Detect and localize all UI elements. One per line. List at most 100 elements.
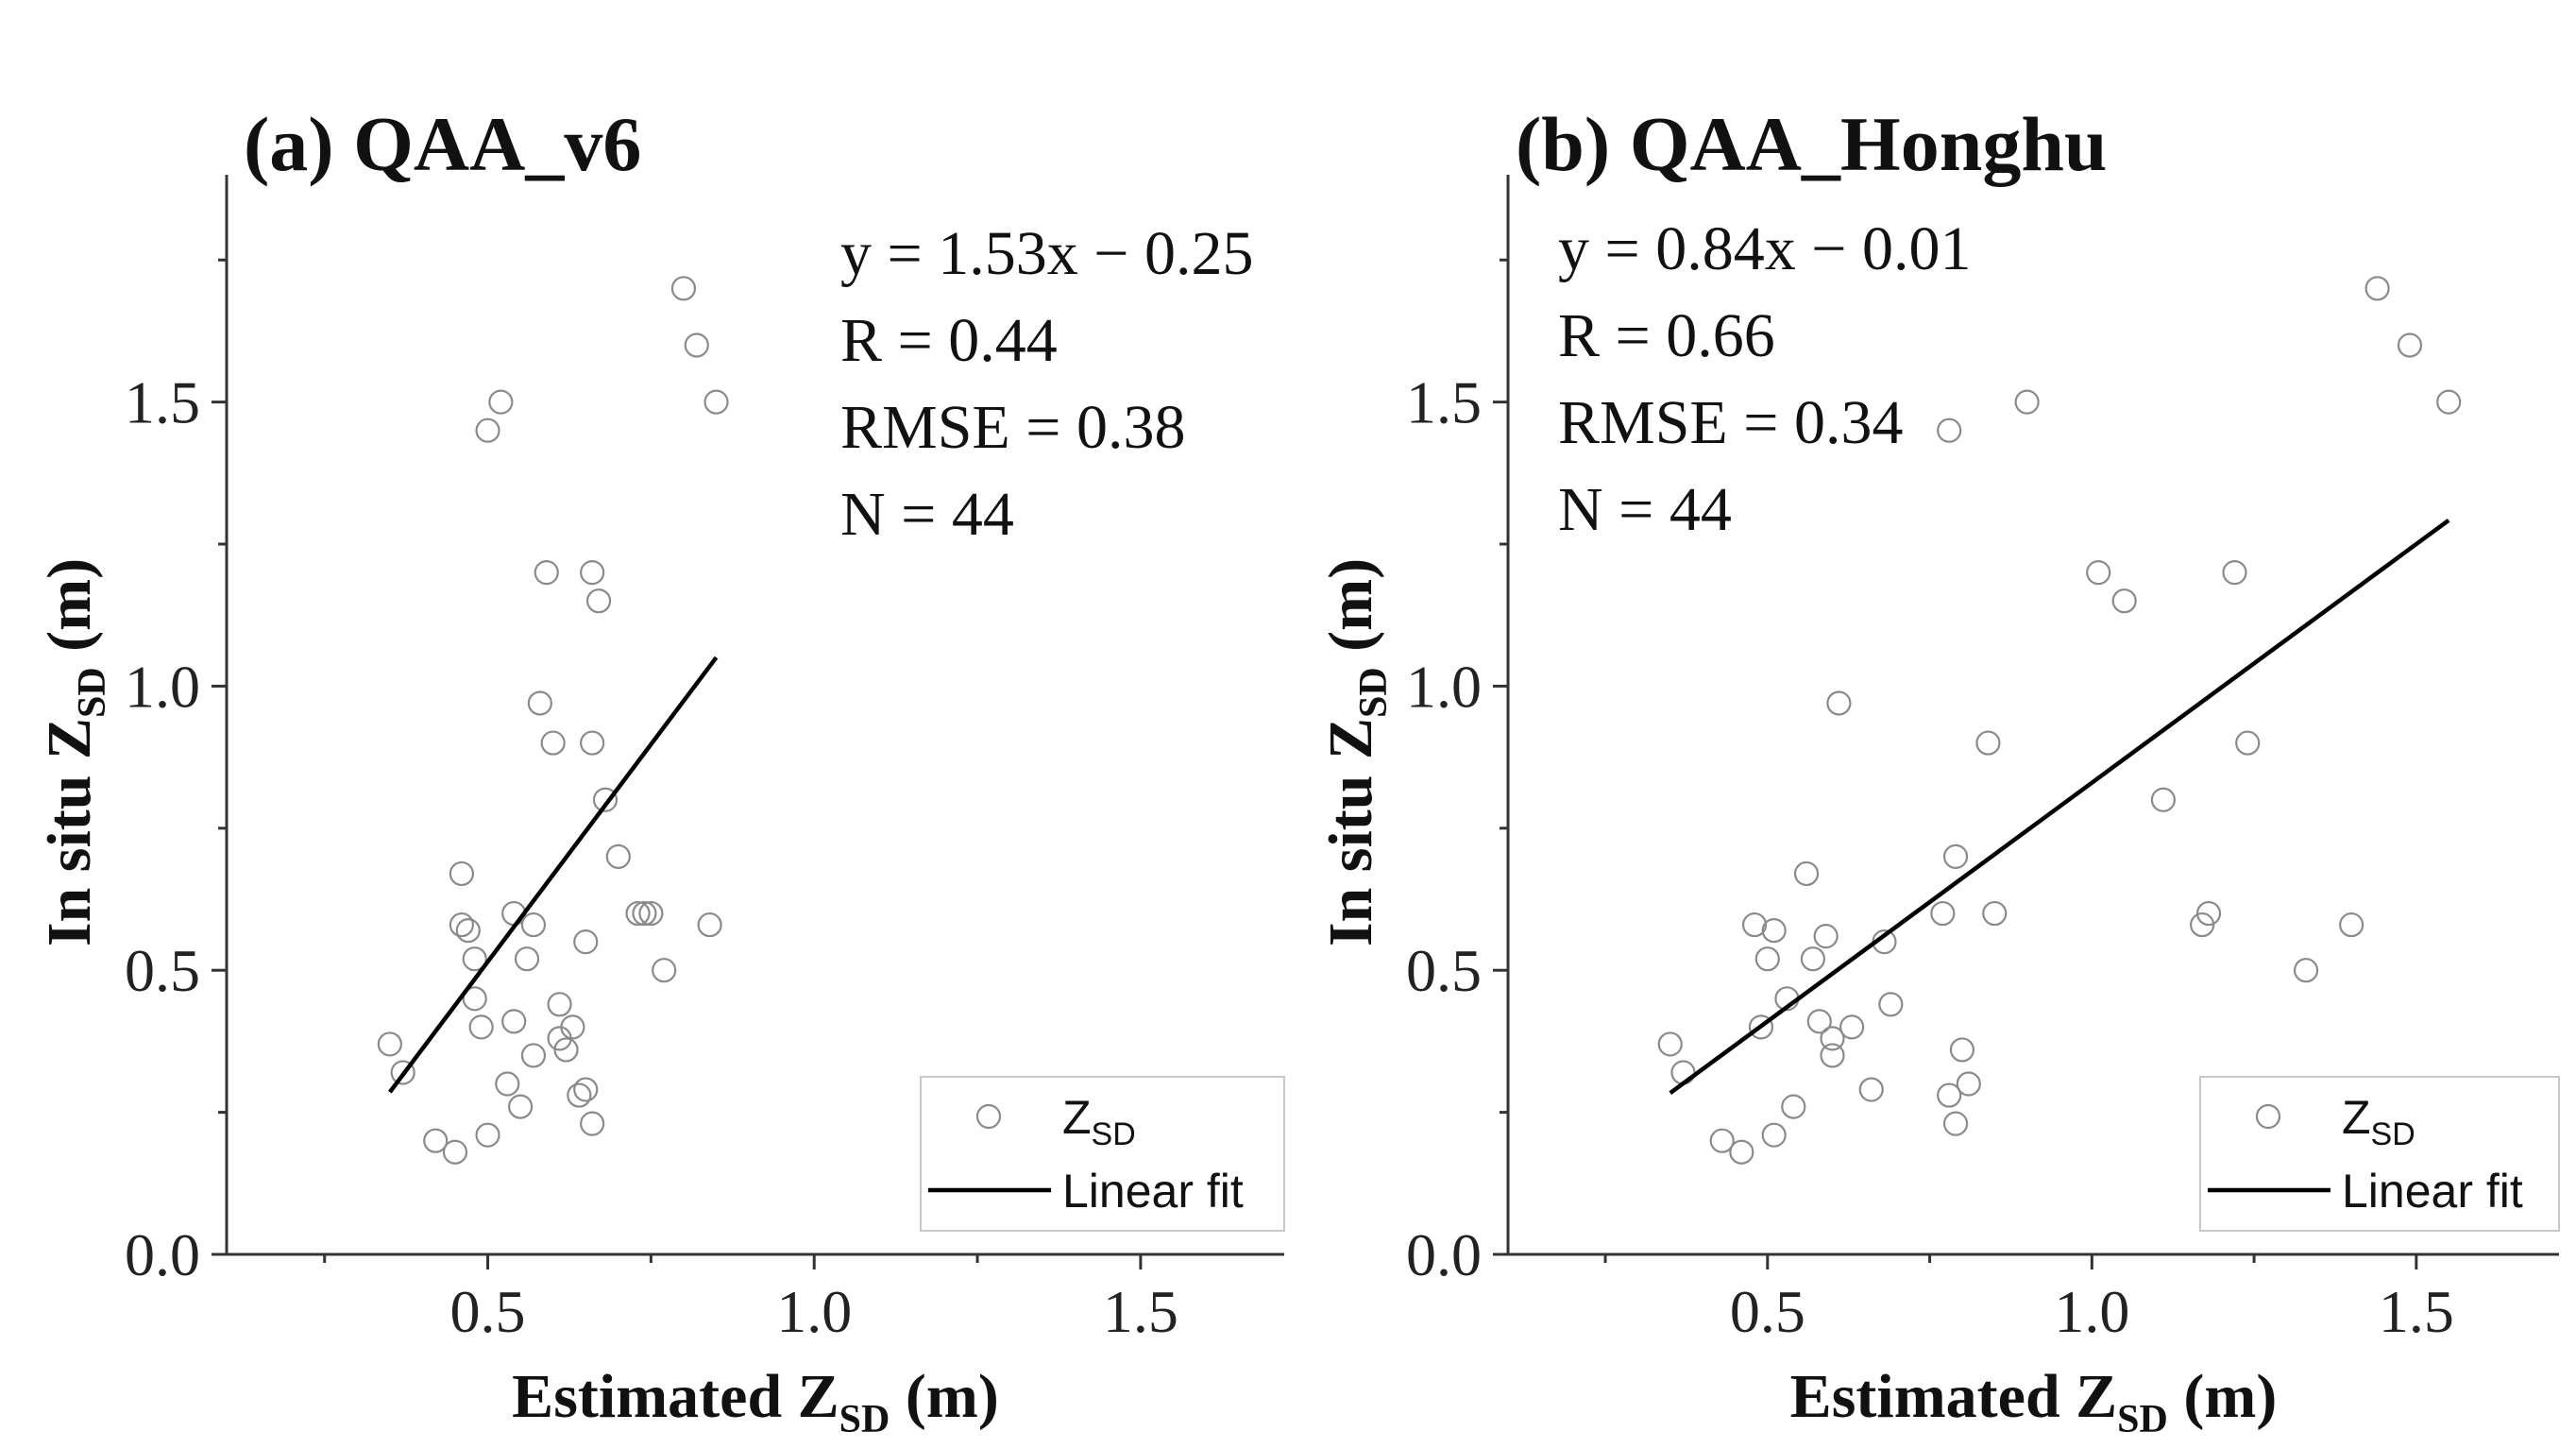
data-point — [2086, 560, 2111, 586]
data-point — [455, 917, 481, 944]
data-point — [2339, 911, 2364, 938]
data-point — [1761, 917, 1787, 944]
y-tick-label: 1.0 — [125, 653, 200, 720]
data-point — [1858, 1077, 1884, 1102]
data-point — [423, 1128, 449, 1153]
legend: ZSD Linear fit — [920, 1076, 1285, 1232]
data-point — [514, 946, 540, 972]
data-point — [2150, 787, 2177, 812]
data-point — [553, 1037, 579, 1063]
data-point — [1729, 1139, 1754, 1165]
data-point — [1975, 730, 2001, 756]
panel-b: (b) QAA_Honghu 0.0 0.5 1.0 1.5 0.5 1.0 1.5 Estim… — [1316, 101, 2560, 1441]
data-point — [2222, 560, 2247, 586]
legend: ZSD Linear fit — [2199, 1076, 2560, 1232]
legend-line-label: Linear fit — [2342, 1165, 2523, 1218]
data-point — [2364, 276, 2390, 301]
data-point — [1982, 900, 2008, 927]
panel-a: (a) QAA_v6 0.0 0.5 1.0 1.5 0.5 1.0 1.5 Estimated… — [35, 101, 1285, 1441]
x-tick-label: 1.0 — [776, 1278, 852, 1345]
data-point — [495, 1071, 520, 1097]
data-point — [1793, 860, 1820, 887]
y-tick-label: 1.5 — [1406, 369, 1482, 436]
x-tick-label: 0.5 — [450, 1278, 526, 1345]
data-point — [703, 389, 729, 415]
y-tick-label: 0.5 — [1406, 937, 1482, 1004]
data-point — [560, 1014, 585, 1040]
y-tick-label: 1.0 — [1406, 653, 1482, 720]
stats-text: RMSE = 0.34 — [1558, 388, 1903, 457]
x-tick-label: 1.5 — [1103, 1278, 1178, 1345]
data-point — [1942, 843, 1969, 869]
data-point — [1781, 1094, 1806, 1119]
data-point — [580, 560, 605, 586]
y-tick-label: 0.0 — [125, 1221, 200, 1288]
data-point — [468, 1014, 494, 1040]
data-point — [605, 843, 631, 869]
data-point — [670, 276, 697, 301]
legend-box — [920, 1076, 1285, 1232]
x-tick-label: 1.5 — [2379, 1278, 2454, 1345]
x-tick-label: 1.0 — [2054, 1278, 2129, 1345]
data-point — [508, 1094, 534, 1119]
linear-fit-line — [1669, 518, 2450, 1095]
data-point — [1942, 1111, 1969, 1136]
data-point — [534, 560, 559, 586]
data-point — [652, 958, 677, 983]
legend-point-symbol — [2255, 1103, 2281, 1130]
x-axis-title: Estimated ZSD (m) — [1790, 1362, 2278, 1441]
data-point — [488, 389, 514, 415]
legend-points-label: ZSD — [2342, 1091, 2415, 1152]
data-point — [390, 1060, 415, 1085]
stats-text: R = 0.66 — [1558, 301, 1775, 370]
data-point — [1754, 946, 1780, 972]
y-tick-label: 0.5 — [125, 937, 200, 1004]
data-point — [462, 986, 487, 1012]
data-point — [377, 1031, 402, 1057]
data-point — [1839, 1014, 1865, 1040]
data-point — [501, 1009, 527, 1034]
data-point — [638, 900, 664, 927]
data-point — [1670, 1060, 1696, 1085]
data-point — [2195, 900, 2222, 927]
data-point — [2397, 332, 2423, 358]
data-point — [1937, 1082, 1962, 1108]
x-tick-label: 0.5 — [1730, 1278, 1805, 1345]
data-point — [1709, 1128, 1735, 1153]
data-point — [567, 1082, 592, 1108]
data-point — [475, 1122, 500, 1148]
legend-line-label: Linear fit — [1062, 1165, 1244, 1218]
data-point — [1937, 417, 1962, 443]
data-point — [580, 730, 605, 756]
data-point — [1748, 1014, 1774, 1040]
stats-text: RMSE = 0.38 — [840, 393, 1185, 462]
data-point — [462, 946, 487, 972]
data-point — [585, 588, 612, 614]
data-point — [520, 1043, 547, 1068]
data-point — [1820, 1026, 1845, 1051]
data-point — [1657, 1031, 1683, 1057]
data-point — [475, 417, 500, 443]
data-point — [573, 1077, 599, 1102]
y-tick-label: 1.5 — [125, 369, 200, 436]
stats-text: N = 44 — [840, 480, 1014, 549]
data-point — [697, 911, 722, 938]
data-point — [2293, 958, 2319, 983]
data-point — [2436, 389, 2462, 415]
panel-title: (a) QAA_v6 — [244, 101, 641, 187]
data-point — [1826, 690, 1852, 716]
data-point — [449, 911, 474, 938]
data-point — [684, 332, 709, 358]
linear-fit-line — [388, 656, 719, 1094]
legend-box — [2199, 1076, 2560, 1232]
stats-text: y = 1.53x − 0.25 — [840, 219, 1253, 288]
data-point — [625, 900, 651, 927]
data-point — [632, 900, 657, 927]
data-point — [1800, 946, 1826, 972]
y-axis-title: In situ ZSD (m) — [35, 558, 114, 946]
data-point — [1956, 1071, 1981, 1097]
data-point — [592, 787, 619, 812]
stats-text: N = 44 — [1558, 475, 1732, 544]
data-point — [1813, 924, 1839, 949]
data-point — [573, 929, 599, 955]
